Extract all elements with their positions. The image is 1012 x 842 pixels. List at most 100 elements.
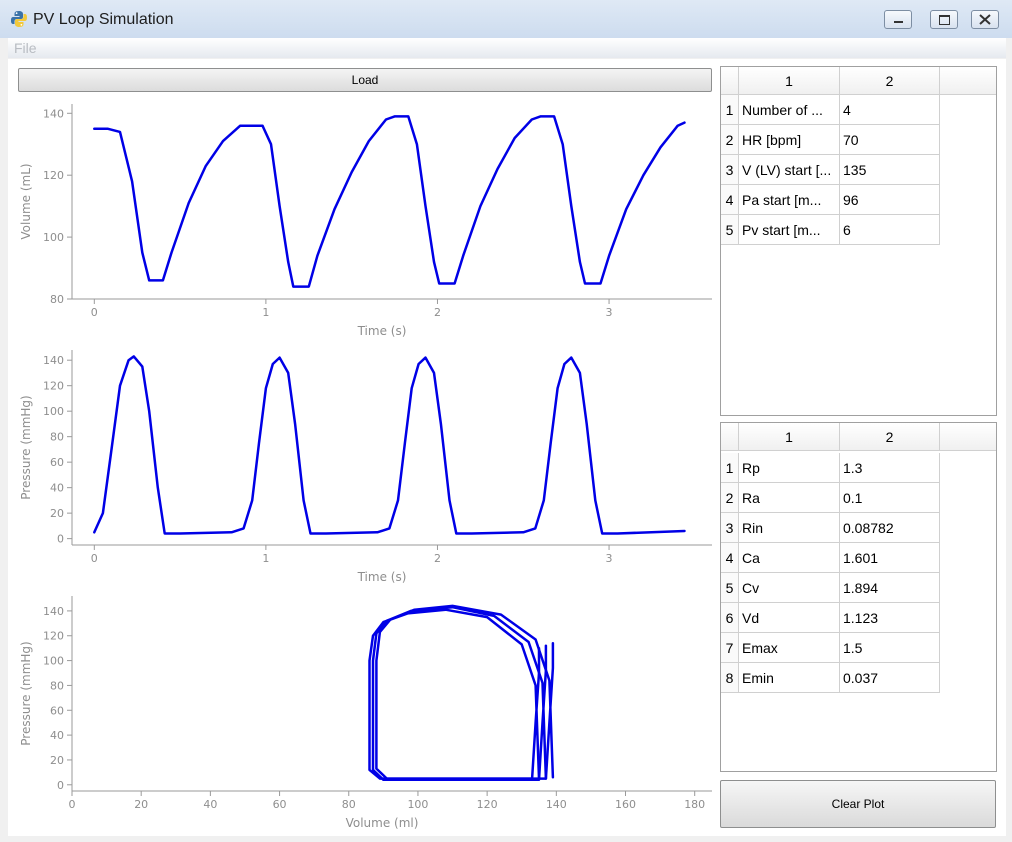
x-tick-label: 120 — [477, 798, 498, 811]
x-tick-label: 3 — [606, 306, 613, 319]
row-header[interactable]: 3 — [721, 155, 739, 185]
table-cell[interactable]: Emax — [739, 633, 840, 663]
close-icon — [979, 14, 991, 25]
table-cell[interactable]: 0.08782 — [840, 513, 940, 543]
pressure-time-plot[interactable]: 0 1 2 3 0 20 40 60 80 100 120 140 Time (s) Pressure (… — [15, 344, 715, 590]
header-filler — [940, 423, 996, 451]
column-header[interactable]: 1 — [739, 423, 840, 451]
table-cell[interactable]: Rin — [739, 513, 840, 543]
x-tick-label: 180 — [684, 798, 705, 811]
minimize-icon — [894, 21, 903, 23]
column-header[interactable]: 2 — [840, 423, 940, 451]
row-header[interactable]: 7 — [721, 633, 739, 663]
y-tick-label: 140 — [43, 605, 64, 618]
x-tick-label: 1 — [262, 306, 269, 319]
table-cell[interactable]: Emin — [739, 663, 840, 693]
pressure-time-chart: 0 1 2 3 0 20 40 60 80 100 120 140 Time (s) Pressure (… — [19, 350, 712, 584]
row-header[interactable]: 6 — [721, 603, 739, 633]
y-tick-label: 120 — [43, 630, 64, 643]
series-line-1 — [93, 355, 686, 535]
y-tick-label: 0 — [57, 779, 64, 792]
series-line-3 — [375, 604, 555, 780]
parameters-table[interactable]: 1 2 1 Rp 1.3 2 Ra 0.1 3 Rin 0.08782 4 Ca… — [720, 422, 997, 772]
row-header[interactable]: 5 — [721, 573, 739, 603]
y-tick-label: 60 — [50, 456, 64, 469]
minimize-button[interactable] — [884, 10, 912, 29]
x-axis-label: Time (s) — [357, 324, 407, 338]
y-tick-label: 120 — [43, 169, 64, 182]
corner-cell — [721, 423, 739, 451]
x-tick-label: 20 — [134, 798, 148, 811]
maximize-button[interactable] — [930, 10, 958, 29]
table-cell[interactable]: Ca — [739, 543, 840, 573]
x-tick-label: 140 — [546, 798, 567, 811]
y-tick-label: 80 — [50, 679, 64, 692]
y-tick-label: 120 — [43, 380, 64, 393]
x-tick-label: 1 — [262, 552, 269, 565]
x-tick-label: 60 — [273, 798, 287, 811]
corner-cell — [721, 67, 739, 95]
table-cell[interactable]: Pv start [m... — [739, 215, 840, 245]
table-cell[interactable]: 1.123 — [840, 603, 940, 633]
menu-bar: File — [8, 38, 1006, 58]
table-cell[interactable]: 135 — [840, 155, 940, 185]
settings-table[interactable]: 1 2 1 Number of ... 4 2 HR [bpm] 70 3 V … — [720, 66, 997, 416]
series-line-1 — [368, 608, 541, 780]
row-header[interactable]: 3 — [721, 513, 739, 543]
clear-plot-button[interactable]: Clear Plot — [720, 780, 996, 828]
table-cell[interactable]: 96 — [840, 185, 940, 215]
series-line-2 — [371, 605, 548, 782]
y-tick-label: 140 — [43, 354, 64, 367]
y-axis-label: Pressure (mmHg) — [19, 641, 33, 745]
table-cell[interactable]: 6 — [840, 215, 940, 245]
y-tick-label: 80 — [50, 431, 64, 444]
row-header[interactable]: 5 — [721, 215, 739, 245]
title-bar: PV Loop Simulation — [0, 0, 1012, 38]
table-cell[interactable]: Vd — [739, 603, 840, 633]
series-line-1 — [93, 115, 686, 288]
x-tick-label: 80 — [342, 798, 356, 811]
menu-file[interactable]: File — [14, 40, 37, 56]
table-cell[interactable]: 4 — [840, 95, 940, 125]
python-logo-icon — [11, 11, 27, 27]
x-tick-label: 0 — [91, 552, 98, 565]
y-tick-label: 100 — [43, 231, 64, 244]
table-cell[interactable]: 0.037 — [840, 663, 940, 693]
table-cell[interactable]: 1.894 — [840, 573, 940, 603]
load-button[interactable]: Load — [18, 68, 712, 92]
y-tick-label: 40 — [50, 729, 64, 742]
table-cell[interactable]: 0.1 — [840, 483, 940, 513]
table-cell[interactable]: 1.601 — [840, 543, 940, 573]
row-header[interactable]: 1 — [721, 453, 739, 483]
row-header[interactable]: 2 — [721, 483, 739, 513]
pv-loop-plot[interactable]: 0 20 40 60 80 100 120 140 160 180 0 20 40 60 80 100 120 1… — [15, 590, 715, 836]
row-header[interactable]: 4 — [721, 185, 739, 215]
row-header[interactable]: 8 — [721, 663, 739, 693]
table-cell[interactable]: Number of ... — [739, 95, 840, 125]
table-cell[interactable]: 1.3 — [840, 453, 940, 483]
row-header[interactable]: 4 — [721, 543, 739, 573]
column-header[interactable]: 1 — [739, 67, 840, 95]
y-tick-label: 100 — [43, 655, 64, 668]
volume-time-plot[interactable]: 0 1 2 3 80 100 120 140 Time (s) Volume (mL) — [15, 98, 715, 344]
table-cell[interactable]: Cv — [739, 573, 840, 603]
table-cell[interactable]: Rp — [739, 453, 840, 483]
y-tick-label: 40 — [50, 482, 64, 495]
column-header[interactable]: 2 — [840, 67, 940, 95]
table-cell[interactable]: V (LV) start [... — [739, 155, 840, 185]
table-cell[interactable]: HR [bpm] — [739, 125, 840, 155]
table-cell[interactable]: 70 — [840, 125, 940, 155]
x-tick-label: 100 — [407, 798, 428, 811]
table-cell[interactable]: Pa start [m... — [739, 185, 840, 215]
row-header[interactable]: 2 — [721, 125, 739, 155]
y-tick-label: 60 — [50, 704, 64, 717]
row-header[interactable]: 1 — [721, 95, 739, 125]
y-tick-label: 140 — [43, 107, 64, 120]
y-axis-label: Pressure (mmHg) — [19, 395, 33, 499]
x-tick-label: 2 — [434, 552, 441, 565]
table-cell[interactable]: Ra — [739, 483, 840, 513]
y-tick-label: 100 — [43, 405, 64, 418]
y-axis-label: Volume (mL) — [19, 163, 33, 239]
table-cell[interactable]: 1.5 — [840, 633, 940, 663]
close-button[interactable] — [971, 10, 999, 29]
